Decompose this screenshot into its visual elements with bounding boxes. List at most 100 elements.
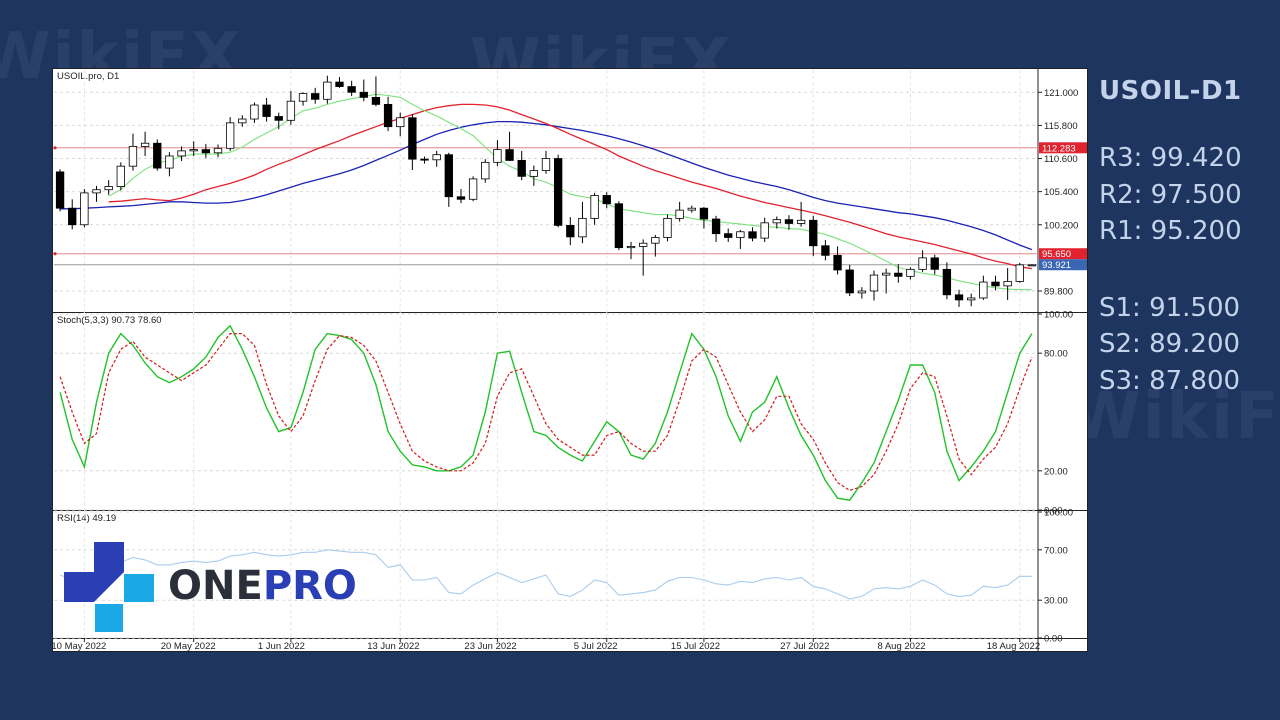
candle [274, 112, 283, 130]
candle [772, 216, 781, 229]
candle [918, 250, 927, 272]
candle [92, 185, 101, 202]
rsi-line [59, 549, 1032, 600]
candle [250, 102, 259, 123]
candle [784, 215, 794, 230]
stoch-main-line [59, 324, 1033, 501]
candle-body [821, 245, 830, 256]
level-s2-label: S2: [1099, 329, 1141, 359]
candle-body [942, 268, 952, 296]
candle [55, 169, 65, 212]
candle-body [286, 100, 296, 121]
level-s1-value: 91.500 [1149, 292, 1241, 323]
candle-body [967, 297, 976, 301]
candle-body [189, 149, 198, 152]
candle-body [420, 158, 429, 161]
candle [809, 215, 818, 256]
candle [468, 176, 478, 202]
candle-body [238, 118, 247, 124]
candle-body [553, 158, 563, 226]
level-r3: R3: 99.420 [1099, 140, 1269, 177]
candle-body [456, 196, 466, 200]
level-r2-label: R2: [1099, 179, 1143, 210]
y-tick-label: 100.00 [1044, 508, 1073, 519]
candle-body [201, 149, 211, 154]
candle [748, 227, 757, 242]
level-label-bg [1039, 142, 1087, 154]
x-tick-label: 27 Jul 2022 [780, 641, 829, 652]
candle [481, 159, 490, 183]
candle-body [213, 147, 223, 154]
level-r2: R2: 97.500 [1099, 177, 1269, 214]
x-tick-label: 1 Jun 2022 [258, 641, 305, 652]
candle-body [809, 219, 818, 247]
candle-body [541, 158, 551, 172]
candle-body [468, 178, 478, 200]
y-tick-label: 100.200 [1044, 220, 1078, 231]
candle-body [796, 219, 806, 224]
candle-body [298, 93, 308, 102]
candle-body [675, 209, 684, 219]
candle [724, 228, 733, 242]
candle [371, 76, 381, 107]
candle [444, 152, 453, 207]
candle-body [116, 165, 125, 187]
candle [736, 229, 745, 249]
candle [153, 139, 162, 171]
candle [614, 201, 624, 251]
candle-body [906, 268, 915, 277]
candle-body [918, 257, 927, 270]
candle [566, 217, 575, 246]
x-tick-label: 13 Jun 2022 [367, 641, 419, 652]
candle-body [177, 150, 186, 157]
candle [432, 150, 441, 167]
x-tick-label: 8 Aug 2022 [877, 641, 925, 652]
candle [626, 241, 636, 260]
candle-body [651, 237, 660, 244]
candle-body [408, 117, 417, 160]
candle-body [347, 86, 356, 93]
candle-body [311, 93, 320, 100]
y-tick-label: 110.600 [1044, 154, 1078, 165]
pane-title: RSI(14) 49.19 [57, 513, 116, 524]
candle [675, 201, 684, 222]
x-tick-label: 10 May 2022 [52, 641, 106, 652]
candle-body [274, 116, 283, 121]
candle [942, 262, 952, 300]
pane-title: Stoch(5,3,3) 90.73 78.60 [57, 315, 162, 326]
candle-body [323, 81, 332, 100]
candle [165, 152, 174, 177]
candle [894, 264, 903, 283]
candle [602, 192, 611, 209]
candle [177, 146, 186, 162]
candle-body [687, 207, 696, 211]
y-tick-label: 121.000 [1044, 88, 1078, 99]
level-label: 112.283 [1042, 143, 1076, 154]
onepro-logo: ONEPRO [64, 542, 374, 634]
candle-body [128, 146, 138, 167]
candle [104, 180, 113, 195]
candle-body [833, 254, 842, 271]
candle [954, 289, 964, 307]
candle [80, 189, 89, 228]
candle-body [772, 219, 781, 224]
candle-body [383, 103, 393, 128]
candle [930, 254, 939, 275]
candle [699, 206, 709, 229]
candle-body [359, 91, 368, 98]
onepro-logo-text: ONEPRO [168, 563, 357, 609]
candle-body [371, 96, 381, 105]
candle [553, 154, 563, 228]
candle [323, 75, 332, 104]
candle [881, 268, 891, 294]
candle-body [954, 294, 964, 301]
level-r1-value: 95.200 [1150, 216, 1242, 246]
chart-border [52, 68, 1088, 652]
candle-body [250, 104, 259, 120]
candle [1015, 262, 1024, 283]
chart-svg: 121.000 115.800 110.600 105.400 100.200 89.80… [52, 68, 1088, 652]
candle-body [68, 207, 77, 226]
candle-body [845, 269, 854, 294]
candle [760, 217, 769, 242]
y-tick-label: 30.00 [1044, 596, 1068, 607]
